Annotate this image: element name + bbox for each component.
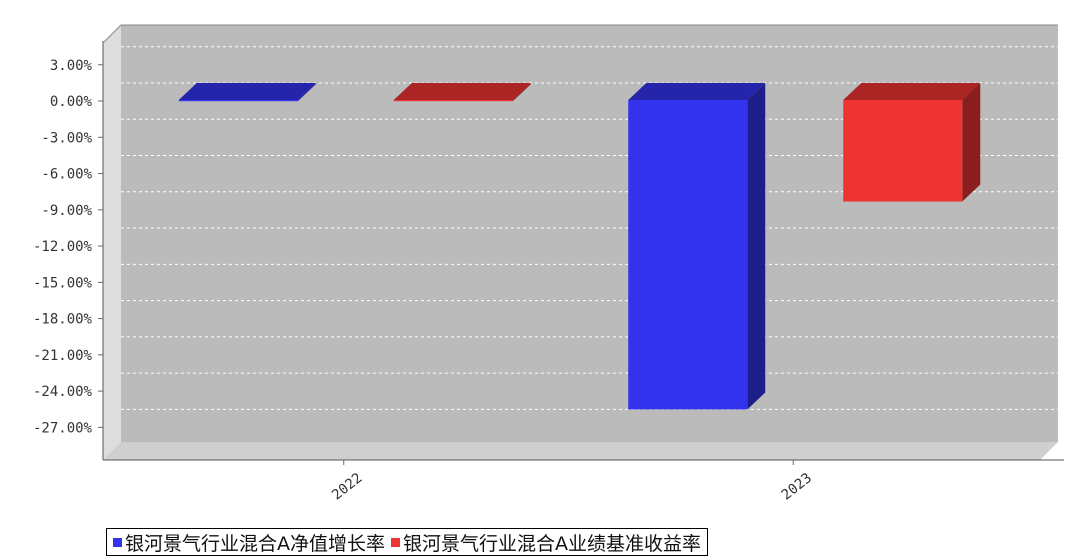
bar — [628, 83, 766, 410]
y-tick-label: -9.00% — [41, 203, 92, 219]
y-tick-label: -15.00% — [33, 275, 93, 291]
y-tick-label: 3.00% — [50, 58, 93, 74]
y-axis-ticks: 3.00% 0.00% -3.00% -6.00% -9.00% -12.00% -15.0… — [33, 58, 103, 436]
plot-floor — [103, 442, 1058, 460]
bar-front-face — [393, 100, 513, 102]
bar — [393, 83, 531, 102]
bars — [178, 83, 981, 410]
bar-top-face — [393, 83, 531, 101]
legend-label-series-2: 银河景气行业混合A业绩基准收益率 — [403, 532, 701, 555]
y-tick-label: -18.00% — [33, 312, 93, 328]
y-tick-label: -21.00% — [33, 348, 93, 364]
bar-side-face — [962, 83, 981, 202]
bar-side-face — [747, 83, 766, 410]
y-tick-label: -27.00% — [33, 420, 93, 436]
legend-swatch-blue-icon — [113, 537, 122, 547]
legend-label-series-1: 银河景气行业混合A净值增长率 — [125, 532, 385, 555]
axes — [102, 24, 1064, 461]
y-tick-label: 0.00% — [50, 94, 93, 110]
bar — [843, 83, 981, 202]
bar — [178, 83, 316, 102]
bar-top-face — [843, 83, 981, 101]
legend-item-series-2: 银河景气行业混合A业绩基准收益率 — [391, 529, 701, 556]
legend-swatch-red-icon — [391, 537, 400, 547]
legend: 银河景气行业混合A净值增长率 银河景气行业混合A业绩基准收益率 — [106, 528, 708, 556]
y-tick-label: -3.00% — [41, 130, 92, 146]
y-tick-label: -6.00% — [41, 167, 92, 183]
bar-front-face — [843, 100, 963, 202]
bar-front-face — [178, 100, 298, 102]
x-tick-label: 2023 — [779, 470, 815, 503]
bar-top-face — [628, 83, 766, 101]
plot-side-wall — [103, 25, 121, 460]
bar-side-face — [297, 83, 316, 102]
bar-top-face — [178, 83, 316, 101]
y-tick-label: -24.00% — [33, 384, 93, 400]
y-tick-label: -12.00% — [33, 239, 93, 255]
x-tick-label: 2022 — [329, 470, 365, 503]
legend-item-series-1: 银河景气行业混合A净值增长率 — [113, 529, 385, 556]
plot-top-edge — [102, 24, 1058, 44]
bar-front-face — [628, 100, 748, 410]
x-axis-ticks: 2022 2023 — [329, 460, 815, 504]
bar-chart: 3.00% 0.00% -3.00% -6.00% -9.00% -12.00% -15.0… — [33, 24, 1064, 504]
bar-side-face — [512, 83, 531, 102]
